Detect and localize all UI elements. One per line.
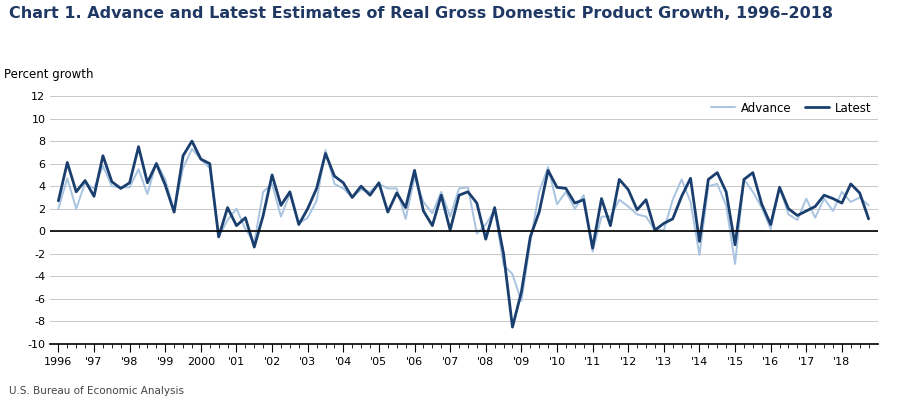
Latest bbox=[748, 170, 759, 175]
Latest bbox=[721, 190, 732, 194]
Legend: Advance, Latest: Advance, Latest bbox=[711, 102, 871, 115]
Latest bbox=[507, 325, 517, 330]
Advance bbox=[667, 197, 678, 202]
Advance bbox=[703, 184, 714, 188]
Latest bbox=[53, 198, 64, 203]
Line: Latest: Latest bbox=[58, 141, 868, 327]
Advance bbox=[712, 182, 723, 186]
Latest bbox=[703, 177, 714, 182]
Text: Chart 1. Advance and Latest Estimates of Real Gross Domestic Product Growth, 199: Chart 1. Advance and Latest Estimates of… bbox=[9, 6, 833, 21]
Advance bbox=[552, 202, 562, 207]
Advance bbox=[863, 203, 874, 208]
Latest bbox=[186, 139, 197, 144]
Advance bbox=[516, 299, 526, 304]
Latest bbox=[552, 185, 562, 190]
Latest bbox=[712, 170, 723, 175]
Line: Advance: Advance bbox=[58, 149, 868, 301]
Advance bbox=[748, 190, 759, 194]
Latest bbox=[667, 216, 678, 221]
Latest bbox=[863, 216, 874, 221]
Advance bbox=[721, 203, 732, 208]
Text: U.S. Bureau of Economic Analysis: U.S. Bureau of Economic Analysis bbox=[9, 386, 184, 396]
Advance bbox=[53, 206, 64, 211]
Text: Percent growth: Percent growth bbox=[4, 68, 94, 81]
Advance bbox=[186, 146, 197, 151]
